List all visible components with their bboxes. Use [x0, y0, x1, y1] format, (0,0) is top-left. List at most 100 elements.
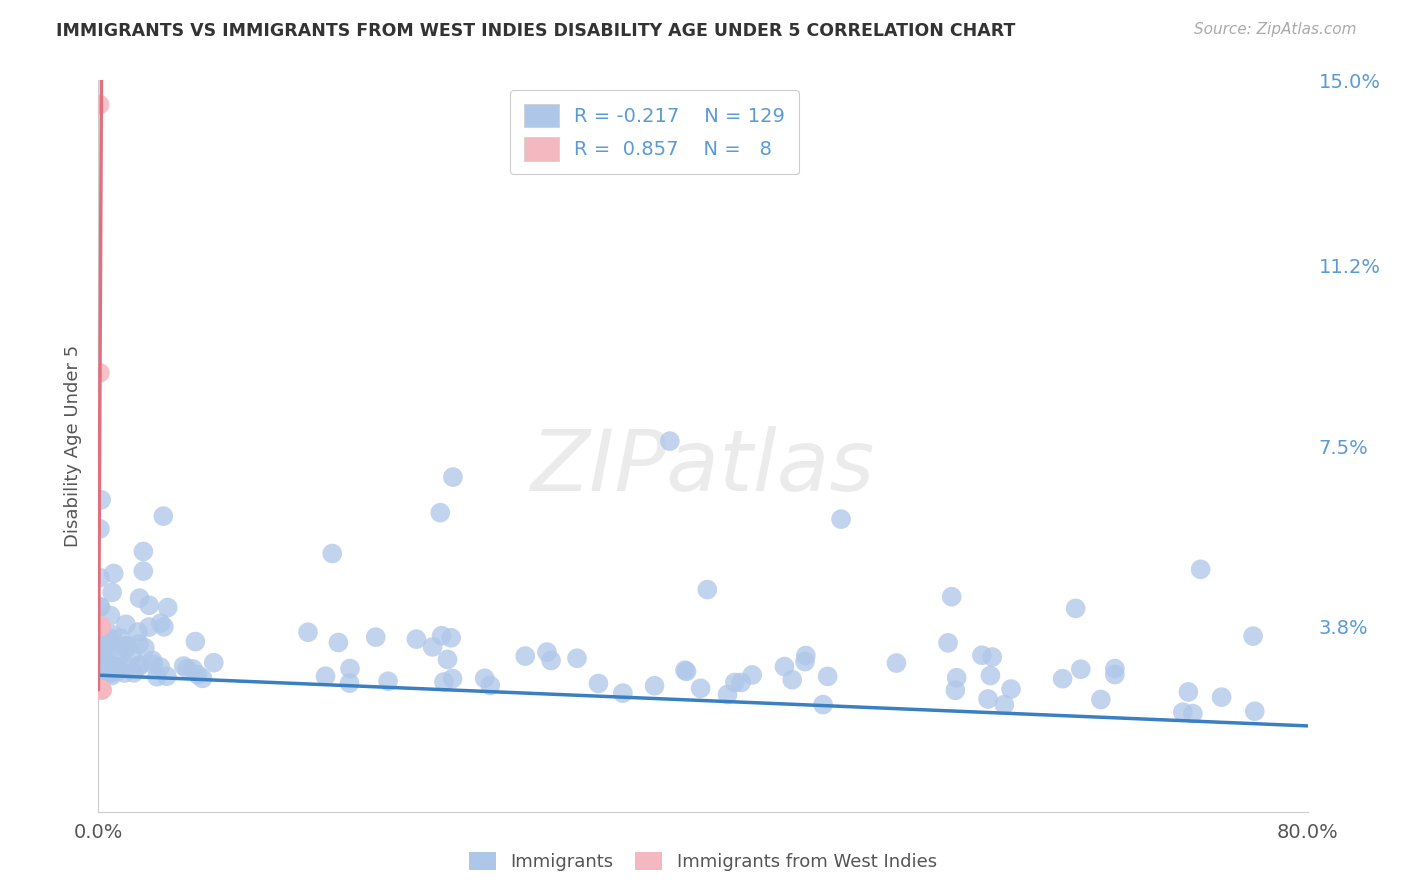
Point	[128, 658, 150, 673]
Point	[339, 676, 361, 690]
Point	[886, 656, 908, 670]
Point	[103, 566, 125, 581]
Point	[89, 599, 111, 614]
Point	[658, 434, 681, 449]
Point	[89, 366, 111, 380]
Point	[115, 639, 138, 653]
Point	[675, 665, 697, 679]
Text: IMMIGRANTS VS IMMIGRANTS FROM WEST INDIES DISABILITY AGE UNDER 5 CORRELATION CHA: IMMIGRANTS VS IMMIGRANTS FROM WEST INDIE…	[56, 22, 1015, 40]
Legend: R = -0.217    N = 129, R =  0.857    N =   8: R = -0.217 N = 129, R = 0.857 N = 8	[510, 90, 799, 175]
Point	[1064, 601, 1087, 615]
Point	[540, 654, 562, 668]
Point	[936, 636, 959, 650]
Point	[89, 658, 111, 673]
Point	[96, 657, 118, 671]
Point	[689, 681, 711, 696]
Point	[90, 627, 112, 641]
Point	[156, 600, 179, 615]
Point	[98, 658, 121, 673]
Point	[716, 688, 738, 702]
Point	[146, 670, 169, 684]
Point	[377, 674, 399, 689]
Point	[1243, 704, 1265, 718]
Point	[105, 659, 128, 673]
Point	[93, 640, 115, 654]
Point	[134, 640, 156, 655]
Point	[1181, 706, 1204, 721]
Point	[89, 599, 111, 614]
Point	[181, 662, 204, 676]
Point	[773, 659, 796, 673]
Point	[101, 628, 124, 642]
Point	[112, 666, 135, 681]
Point	[315, 669, 337, 683]
Point	[114, 658, 136, 673]
Point	[152, 509, 174, 524]
Point	[536, 645, 558, 659]
Point	[110, 631, 132, 645]
Point	[94, 665, 117, 680]
Point	[115, 617, 138, 632]
Point	[90, 619, 112, 633]
Point	[128, 637, 150, 651]
Point	[780, 673, 803, 687]
Point	[993, 698, 1015, 712]
Point	[90, 619, 112, 633]
Point	[115, 639, 138, 653]
Point	[89, 619, 111, 633]
Point	[422, 640, 444, 654]
Point	[1241, 629, 1264, 643]
Point	[96, 665, 118, 680]
Point	[132, 544, 155, 558]
Point	[103, 659, 125, 673]
Point	[98, 632, 121, 646]
Point	[1104, 662, 1126, 676]
Point	[321, 547, 343, 561]
Point	[981, 650, 1004, 665]
Point	[970, 648, 993, 663]
Point	[830, 512, 852, 526]
Point	[588, 676, 610, 690]
Point	[1189, 562, 1212, 576]
Point	[817, 669, 839, 683]
Point	[696, 582, 718, 597]
Point	[741, 668, 763, 682]
Point	[97, 663, 120, 677]
Point	[1171, 705, 1194, 719]
Point	[405, 632, 427, 647]
Point	[1090, 692, 1112, 706]
Point	[115, 642, 138, 657]
Point	[191, 672, 214, 686]
Point	[441, 470, 464, 484]
Point	[612, 686, 634, 700]
Point	[1000, 681, 1022, 696]
Point	[644, 679, 666, 693]
Point	[724, 675, 747, 690]
Point	[101, 585, 124, 599]
Point	[141, 653, 163, 667]
Point	[945, 671, 967, 685]
Point	[339, 661, 361, 675]
Point	[149, 660, 172, 674]
Point	[122, 665, 145, 680]
Point	[474, 671, 496, 685]
Point	[127, 625, 149, 640]
Point	[184, 634, 207, 648]
Point	[515, 649, 537, 664]
Point	[1177, 685, 1199, 699]
Point	[943, 683, 966, 698]
Point	[1070, 662, 1092, 676]
Point	[730, 675, 752, 690]
Point	[811, 698, 834, 712]
Point	[98, 666, 121, 681]
Point	[202, 656, 225, 670]
Point	[941, 590, 963, 604]
Point	[132, 564, 155, 578]
Point	[128, 591, 150, 606]
Text: Source: ZipAtlas.com: Source: ZipAtlas.com	[1194, 22, 1357, 37]
Point	[89, 97, 111, 112]
Point	[153, 620, 176, 634]
Point	[1052, 672, 1074, 686]
Point	[89, 522, 111, 536]
Point	[1104, 667, 1126, 681]
